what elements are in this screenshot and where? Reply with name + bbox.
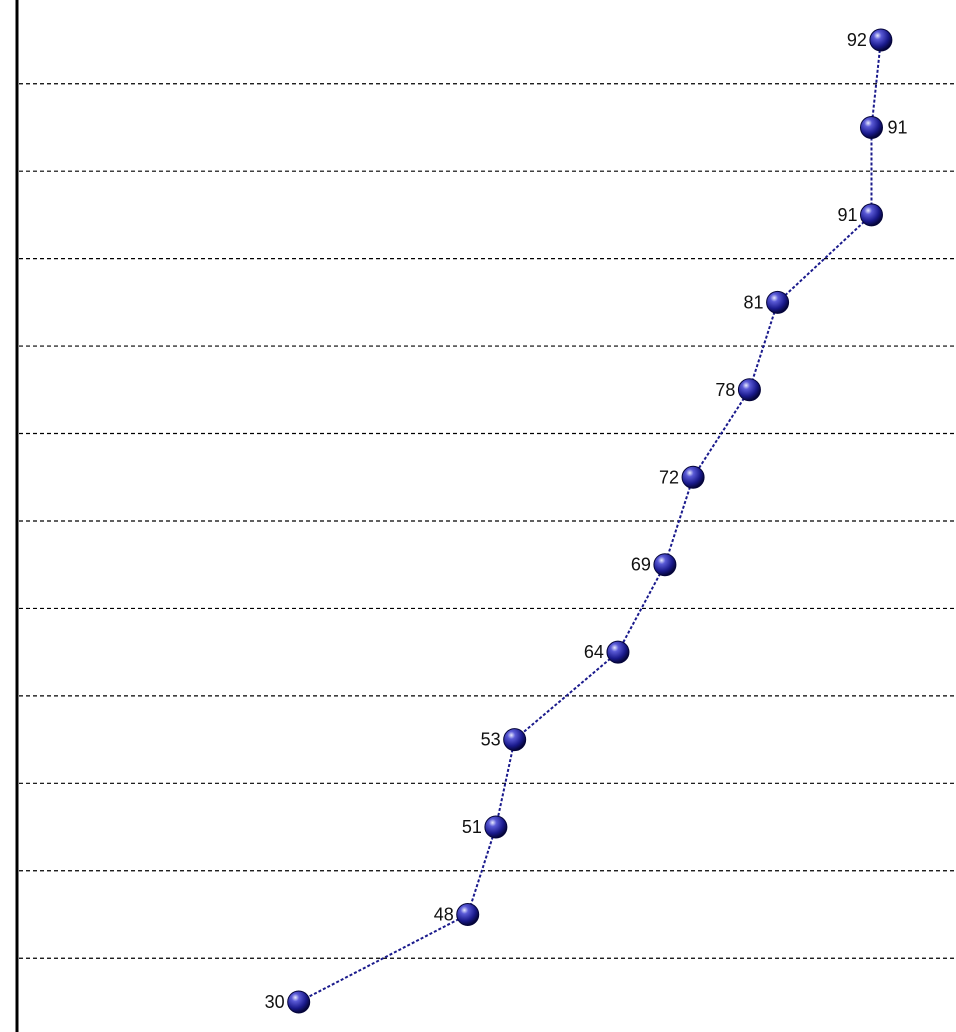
gridlines [19, 83, 956, 959]
series-line-segment [466, 826, 497, 915]
data-label: 91 [837, 205, 857, 225]
data-label: 91 [887, 117, 907, 137]
data-point [859, 203, 883, 227]
data-point [456, 903, 480, 926]
data-point [859, 115, 883, 139]
series-markers [287, 28, 893, 1014]
data-point [653, 553, 677, 577]
data-label: 78 [715, 380, 735, 400]
data-label: 48 [434, 905, 454, 925]
data-point [503, 728, 527, 752]
series-line-segment [748, 302, 779, 391]
series-line-segment [692, 389, 751, 478]
series-line-segment [514, 651, 619, 741]
series-line [298, 39, 882, 1003]
data-label: 53 [481, 730, 501, 750]
data-point [766, 290, 790, 314]
data-label: 72 [659, 467, 679, 487]
data-point [737, 378, 761, 402]
data-labels: 92 91 91 81 78 72 69 64 53 51 48 30 [265, 30, 908, 1012]
data-point [287, 990, 311, 1014]
data-point [681, 465, 705, 489]
data-label: 92 [847, 30, 867, 50]
data-point [869, 28, 893, 52]
data-label: 81 [744, 292, 764, 312]
data-point [484, 815, 508, 839]
series-line-segment [776, 214, 873, 304]
series-line-segment [298, 913, 469, 1003]
series-line-segment [617, 564, 666, 653]
data-point [606, 640, 630, 664]
data-label: 69 [631, 555, 651, 575]
data-label: 30 [265, 992, 285, 1012]
series-line-segment [663, 476, 695, 566]
data-label: 64 [584, 642, 604, 662]
data-label: 51 [462, 817, 482, 837]
